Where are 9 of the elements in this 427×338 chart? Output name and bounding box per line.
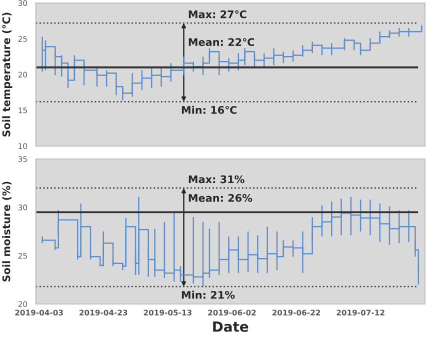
annotation: Mean: 22℃	[188, 38, 254, 46]
y-axis-title: Soil moisture (%)	[2, 182, 12, 282]
annotation: Max: 31%	[188, 175, 244, 184]
annotation: Min: 21%	[182, 290, 235, 299]
annotation: Max: 27℃	[188, 10, 246, 18]
annotation: Mean: 26%	[188, 194, 252, 202]
annotation: Min: 16℃	[182, 106, 237, 114]
y-axis-title: Soil temperature (℃)	[2, 12, 12, 136]
x-axis-title: Date	[213, 322, 248, 332]
